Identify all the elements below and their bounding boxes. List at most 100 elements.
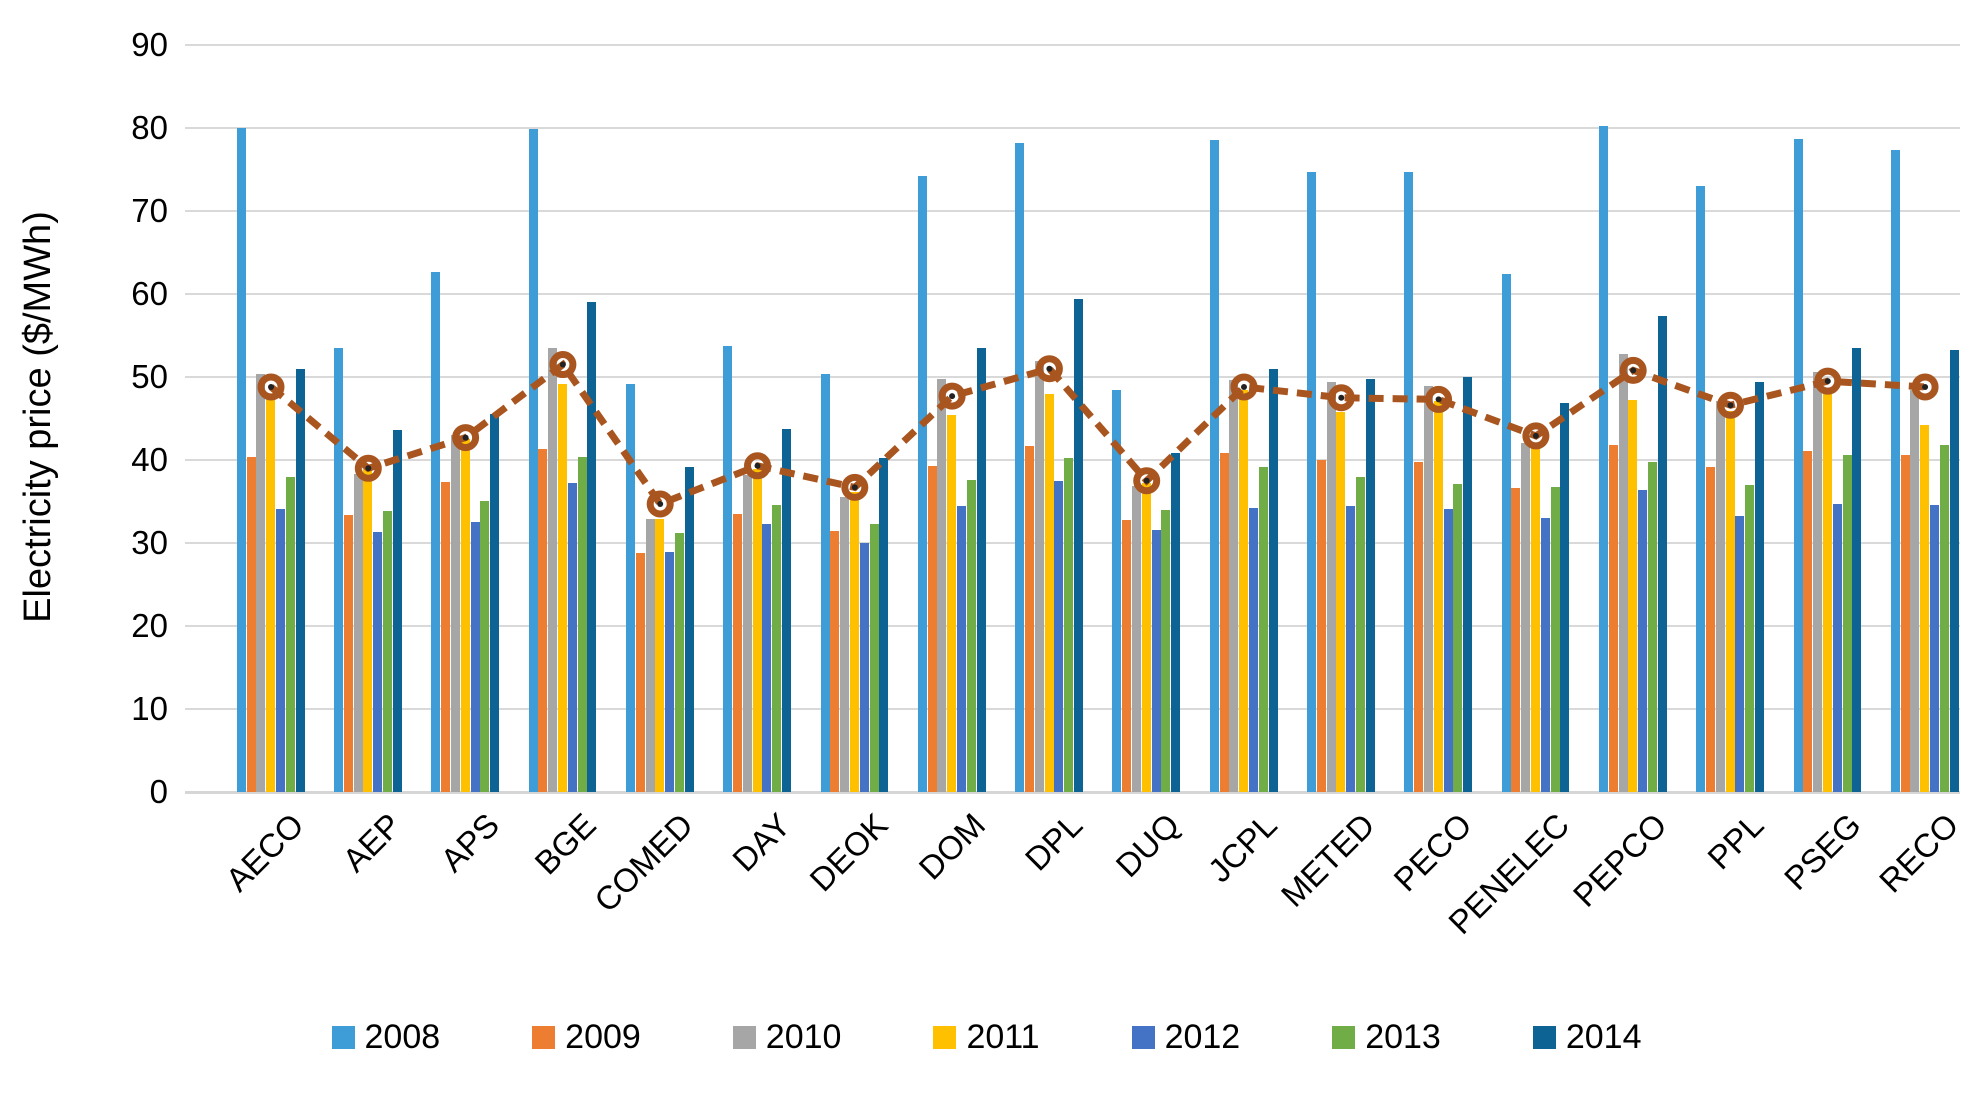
bar-2009-DOM	[927, 465, 937, 792]
bar-2008-RECO	[1890, 149, 1900, 792]
bar-2013-RECO	[1939, 445, 1949, 792]
gridline	[185, 210, 1960, 212]
bar-2011-AEP	[363, 469, 373, 792]
bar-2011-DOM	[947, 415, 957, 792]
line-marker-dot	[1824, 378, 1831, 385]
bar-2014-RECO	[1949, 350, 1959, 792]
gridline	[185, 127, 1960, 129]
bar-2014-METED	[1365, 379, 1375, 792]
bar-2012-PEPCO	[1638, 489, 1648, 792]
bar-2008-AEP	[334, 347, 343, 792]
line-marker	[841, 473, 869, 501]
y-tick-label: 80	[131, 109, 168, 146]
bar-2008-JCPL	[1209, 139, 1219, 792]
y-tick-label: 70	[131, 192, 168, 229]
line-marker	[452, 424, 480, 452]
bar-2014-DUQ	[1171, 452, 1181, 792]
gridline	[185, 44, 1960, 46]
bar-2010-DEOK	[840, 497, 850, 792]
bar-2012-AECO	[275, 508, 285, 792]
bar-2009-PENELEC	[1511, 488, 1521, 792]
bar-2013-BGE	[577, 456, 587, 792]
line-marker	[1619, 356, 1647, 384]
legend-label: 2010	[765, 1018, 842, 1056]
legend-swatch	[532, 1026, 556, 1049]
y-tick-label: 0	[149, 773, 168, 810]
legend-item-2009: 2009	[532, 1018, 641, 1057]
bar-2014-PECO	[1463, 377, 1473, 792]
bar-2009-BGE	[538, 449, 548, 792]
line-marker-dot	[1338, 394, 1345, 401]
bar-2010-DUQ	[1132, 485, 1141, 792]
bar-2013-PEPCO	[1647, 462, 1657, 792]
line-marker	[646, 490, 674, 518]
line-marker	[257, 373, 285, 401]
bar-2012-PPL	[1735, 516, 1745, 792]
y-tick-label: 50	[131, 358, 168, 395]
line-marker	[354, 454, 382, 482]
line-marker	[1035, 355, 1063, 383]
bar-2012-PSEG	[1832, 503, 1842, 792]
x-axis-line	[185, 791, 1960, 794]
bar-2009-DEOK	[830, 531, 840, 792]
legend-item-2011: 2011	[933, 1018, 1040, 1057]
line-marker-dot	[949, 393, 956, 400]
legend-label: 2008	[364, 1018, 441, 1056]
bar-2010-PSEG	[1813, 372, 1823, 792]
legend-item-2014: 2014	[1532, 1018, 1642, 1057]
bar-2009-DAY	[733, 513, 742, 792]
bar-2008-PEPCO	[1598, 126, 1608, 792]
bar-2009-DPL	[1024, 445, 1034, 792]
bar-2010-PPL	[1715, 401, 1725, 792]
bar-2010-APS	[450, 435, 460, 792]
gridline	[185, 376, 1960, 378]
bar-2012-DAY	[762, 523, 772, 792]
line-marker-dot	[1143, 477, 1150, 484]
bar-2011-PEPCO	[1628, 400, 1638, 792]
bar-2009-PPL	[1706, 466, 1715, 792]
bar-2008-DAY	[723, 346, 733, 792]
line-marker	[1230, 373, 1258, 401]
bar-2013-PECO	[1453, 484, 1463, 792]
bar-2010-AECO	[256, 373, 266, 792]
bar-2012-JCPL	[1248, 508, 1258, 792]
bar-2008-METED	[1307, 171, 1316, 792]
bar-2013-DOM	[966, 479, 976, 792]
bar-2008-PSEG	[1793, 138, 1803, 792]
bar-2013-PSEG	[1842, 455, 1852, 792]
bar-2011-RECO	[1920, 425, 1930, 792]
bar-2013-AECO	[285, 477, 295, 792]
bar-2010-COMED	[645, 518, 655, 792]
bar-2012-BGE	[567, 483, 577, 792]
bar-2009-AECO	[246, 456, 256, 792]
bar-2014-AECO	[295, 368, 305, 792]
bar-2014-PENELEC	[1560, 402, 1570, 792]
bar-2011-AECO	[266, 397, 276, 792]
legend-label: 2014	[1565, 1018, 1642, 1056]
line-marker-dot	[1630, 367, 1637, 374]
bar-2014-APS	[490, 413, 500, 792]
bar-2011-PENELEC	[1531, 446, 1540, 792]
line-marker	[938, 382, 966, 410]
legend-item-2012: 2012	[1131, 1018, 1240, 1057]
bar-2008-COMED	[625, 384, 635, 792]
bar-2010-JCPL	[1229, 380, 1239, 792]
gridline	[185, 293, 1960, 295]
bar-2014-PSEG	[1852, 347, 1862, 792]
line-marker	[1425, 385, 1453, 413]
bar-2012-DPL	[1054, 480, 1064, 792]
bar-2014-DAY	[782, 429, 791, 792]
line-marker-dot	[1435, 396, 1442, 403]
legend-swatch	[1131, 1026, 1155, 1049]
bar-2008-PPL	[1696, 186, 1706, 792]
bar-2009-PEPCO	[1608, 445, 1618, 792]
line-marker	[744, 452, 771, 480]
bar-2012-PECO	[1443, 508, 1453, 792]
bar-2010-PECO	[1423, 386, 1433, 792]
bar-2011-PSEG	[1822, 391, 1832, 792]
line-marker-dot	[1046, 365, 1053, 372]
line-marker-dot	[657, 500, 664, 507]
bar-2009-AEP	[343, 514, 353, 792]
y-tick-label: 10	[131, 690, 168, 727]
